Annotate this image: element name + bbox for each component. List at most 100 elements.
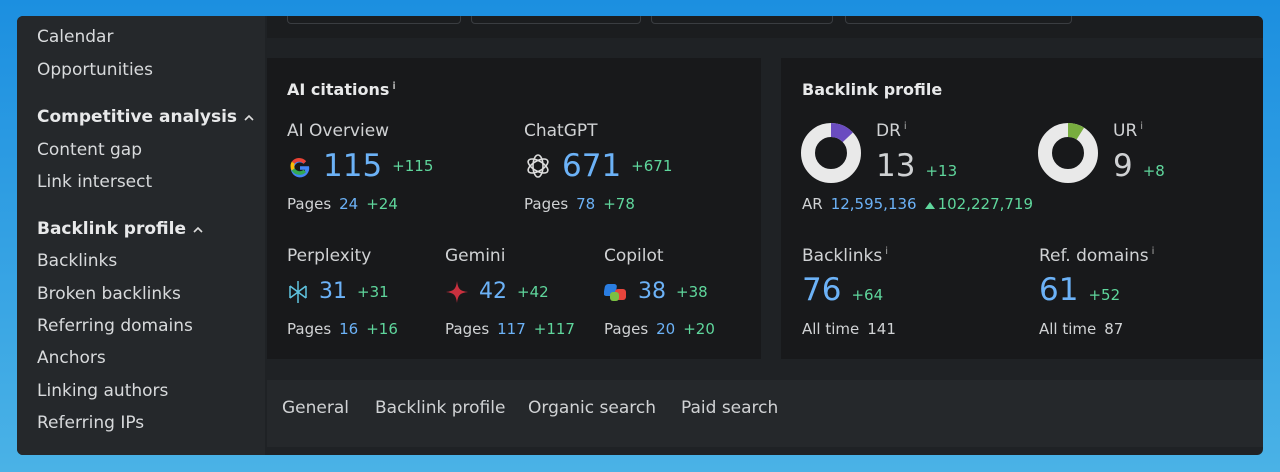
all-time-label: All time [802,320,860,338]
all-time-value: 141 [867,320,896,338]
source-icon [604,280,628,304]
ar-value: 12,595,136 [830,195,917,213]
title-text: AI citations [287,80,390,99]
source-name: Copilot [604,246,664,266]
rating-row: 9 +8 [1113,148,1165,184]
donut-segment [801,123,861,183]
ar-change: 102,227,719 [924,195,1034,213]
donut-segment [1038,123,1098,183]
nav-item[interactable]: Content gap [37,140,143,160]
pages-count: 117 [497,320,526,338]
citation-delta: +31 [357,282,389,301]
metric-name: Ref. domains [1039,246,1149,266]
source-metric: 38 +38 [604,279,708,304]
pages-delta: +24 [366,195,398,213]
nav-item[interactable]: Anchors [37,348,106,368]
pages-label: Pages [604,320,649,338]
pages-delta: +78 [603,195,635,213]
source-icon [287,280,309,304]
nav-section[interactable]: Backlink profile [37,218,204,240]
pages-row: Pages 20 +20 [604,320,715,338]
button[interactable] [471,16,641,24]
metric-delta: +64 [851,286,884,304]
info-icon[interactable]: i [885,246,888,258]
ai-citations-card [267,58,761,359]
source-name: ChatGPT [524,121,598,141]
citation-count: 38 [638,279,666,304]
pages-label: Pages [287,320,332,338]
card-title: AI citations i [287,80,396,99]
info-icon[interactable]: i [903,121,907,133]
pages-count: 78 [576,195,596,213]
ar-delta: 102,227,719 [937,195,1034,213]
nav-item[interactable]: Linking authors [37,381,169,401]
citation-delta: +671 [631,157,673,175]
pages-row: Pages 117 +117 [445,320,575,338]
all-time-row: All time 87 [1039,320,1123,338]
all-time-label: All time [1039,320,1097,338]
source-name: Perplexity [287,246,372,266]
pages-delta: +16 [366,320,398,338]
nav-item[interactable]: Opportunities [37,60,153,80]
all-time-row: All time 141 [802,320,896,338]
citation-delta: +115 [392,157,434,175]
rating-delta: +13 [925,162,958,180]
pages-row: Pages 78 +78 [524,195,635,213]
pages-label: Pages [524,195,569,213]
rating-label: DR i [876,121,907,141]
source-icon [287,153,313,179]
source-name: Gemini [445,246,506,266]
source-metric: 671 +671 [524,148,672,184]
app-window [17,16,1263,455]
nav-item[interactable]: Link intersect [37,172,153,192]
backlink-card [781,58,1263,359]
rating-delta: +8 [1142,162,1165,180]
rating-label: UR i [1113,121,1143,141]
rating-donut [1038,123,1098,183]
section-title: Competitive analysis [37,107,238,127]
info-icon[interactable]: i [392,80,396,92]
metric-label: Backlinks i [802,246,888,266]
nav-item[interactable]: Backlinks [37,251,118,271]
pages-count: 16 [339,320,359,338]
source-icon [445,280,469,304]
nav-item[interactable]: Calendar [37,27,114,47]
pages-label: Pages [445,320,490,338]
rating-name: UR [1113,121,1138,141]
nav-item[interactable]: Broken backlinks [37,284,181,304]
source-metric: 31 +31 [287,279,389,304]
ar-label: AR [802,195,823,213]
citation-count: 31 [319,279,347,304]
button[interactable] [845,16,1072,24]
chevron [244,114,254,121]
metric-delta: +52 [1088,286,1121,304]
citation-delta: +42 [517,282,549,301]
tab[interactable]: General [282,398,349,418]
section-title: Backlink profile [37,219,186,239]
tab[interactable]: Organic search [528,398,656,418]
tab[interactable]: Paid search [681,398,779,418]
nav-section[interactable]: Competitive analysis [37,106,255,128]
rating-value: 9 [1113,148,1133,184]
tab[interactable]: Backlink profile [375,398,506,418]
info-icon[interactable]: i [1151,246,1155,258]
ar-row: AR 12,595,136 102,227,719 [802,195,1033,213]
rating-row: 13 +13 [876,148,957,184]
metric-value: 61 [1039,272,1079,308]
sidebar [17,16,265,455]
chevron [193,226,203,233]
source-icon [524,152,552,180]
card-title: Backlink profile [802,80,943,99]
up-arrow [924,202,935,209]
metric-row: 76 +64 [802,272,883,308]
citation-delta: +38 [676,282,708,301]
pages-delta: +117 [533,320,575,338]
button[interactable] [287,16,461,24]
button[interactable] [651,16,833,24]
source-metric: 115 +115 [287,148,433,184]
pages-delta: +20 [683,320,715,338]
info-icon[interactable]: i [1140,121,1144,133]
metric-name: Backlinks [802,246,883,266]
nav-item[interactable]: Referring domains [37,316,193,336]
nav-item[interactable]: Referring IPs [37,413,145,433]
